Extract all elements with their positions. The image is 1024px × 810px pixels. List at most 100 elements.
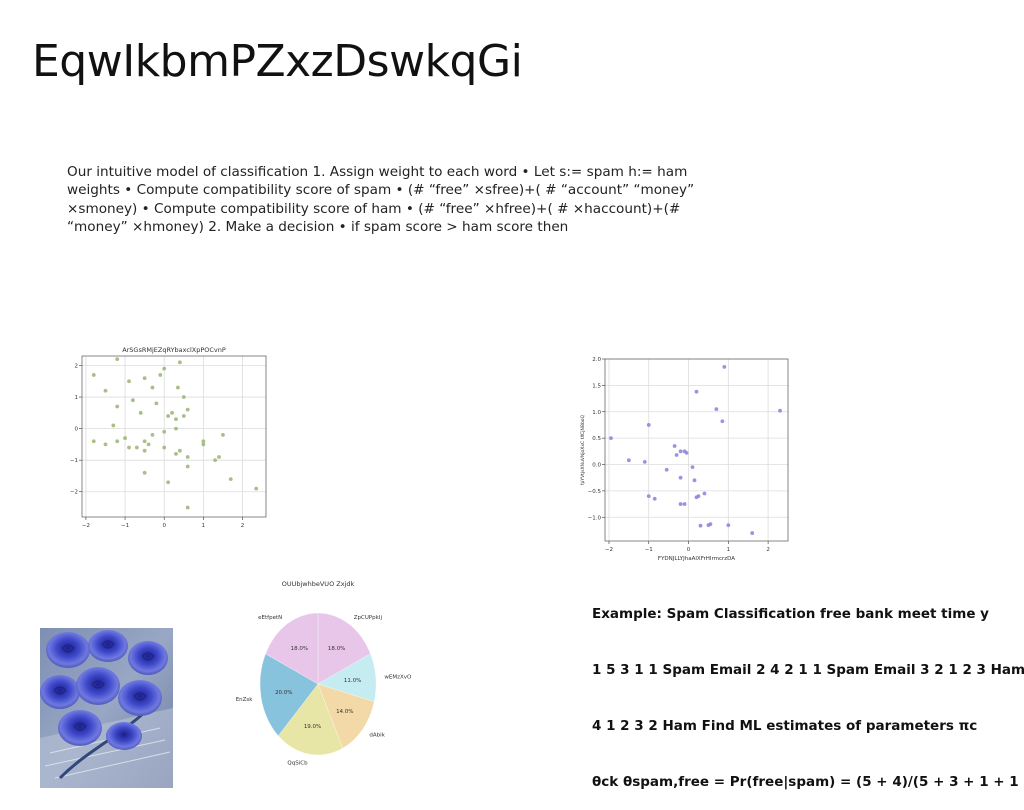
scatter1-point <box>103 442 108 447</box>
scatter2-point <box>626 458 631 463</box>
scatter1-point <box>162 429 167 434</box>
scatter2-point <box>690 465 695 470</box>
scatter2-point <box>722 365 727 369</box>
scatter-chart-2: −2 −1 0 1 2 −1.0 −0.5 0.0 0.5 1.0 1.5 2.0 FYDNJLLYJh… <box>580 357 789 562</box>
scatter2-tick-label-y: −0.5 <box>588 489 602 495</box>
scatter1-point <box>115 439 120 444</box>
pie-percent-label: 20.0% <box>275 690 292 696</box>
scatter1-point <box>115 357 120 362</box>
scatter1-point <box>181 395 186 399</box>
scatter2-xlabel: FYDNJLLYJhaAlXFrHIrmcrzDA <box>658 556 735 562</box>
scatter1-point <box>228 477 233 482</box>
scatter2-tick-label-x: 1 <box>727 547 731 553</box>
scatter1-point <box>150 433 155 437</box>
scatter1-point <box>177 448 182 453</box>
scatter1-tick-label-y: −1 <box>70 458 78 464</box>
scatter1-point <box>103 388 108 393</box>
scatter1-point <box>130 398 135 403</box>
pie-slice <box>265 612 319 685</box>
scatter1-point <box>142 448 147 453</box>
scatter2-tick-label-y: 1.5 <box>592 383 601 389</box>
scatter2-tick-label-y: 0.5 <box>592 436 601 442</box>
scatter1-point <box>185 464 190 469</box>
scatter1-point <box>91 373 96 377</box>
scatter1-point <box>201 439 206 444</box>
scatter2-point <box>678 475 683 480</box>
scatter1-point <box>213 458 218 463</box>
scatter1-point <box>154 401 159 406</box>
scatter1-point <box>174 426 178 431</box>
scatter1-point <box>185 505 190 510</box>
pie-slice-label: ZpCUPpkIj <box>354 615 383 621</box>
scatter1-tick-label-x: 0 <box>162 523 166 529</box>
pie-slice-label: eEtfpetN <box>258 615 282 621</box>
scatter2-point <box>694 389 699 394</box>
scatter-chart-1: −2 −1 0 1 2 −2 −1 0 1 2 ArSGsRMjEZqRYbaxclXpPOCvnP <box>70 346 267 529</box>
scatter2-point <box>702 491 707 496</box>
scatter2-point <box>678 502 683 506</box>
pie-percent-label: 11.0% <box>344 678 361 684</box>
scatter1-point <box>177 360 182 365</box>
scatter2-tick-label-y: 0.0 <box>592 463 601 469</box>
scatter2-point <box>684 451 689 455</box>
scatter2-tick-label-x: 0 <box>687 547 691 553</box>
example-text: Example: Spam Classification free bank m… <box>592 568 1024 810</box>
scatter1-title: ArSGsRMjEZqRYbaxclXpPOCvnP <box>122 346 226 354</box>
scatter1-tick-label-y: −2 <box>70 490 78 496</box>
pie-slice-label: QqSiCb <box>287 761 308 767</box>
scatter1-point <box>150 385 155 390</box>
scatter2-point <box>646 423 651 427</box>
scatter2-point <box>672 444 677 448</box>
scatter2-tick-label-y: 1.0 <box>592 410 601 416</box>
pie-slice <box>317 683 375 749</box>
scatter1-frame <box>81 355 267 518</box>
scatter1-point <box>138 410 143 415</box>
pie-percent-label: 18.0% <box>328 646 345 652</box>
scatter1-plot-area: −2 −1 0 1 2 −2 −1 0 1 2 ArSGsRMjEZqRYbaxclXpPOCvnP <box>70 346 267 529</box>
scatter1-tick-label-y: 0 <box>75 427 79 433</box>
example-line-4: θck θspam,free = Pr(free|spam) = (5 + 4)… <box>592 773 1019 790</box>
pie-slice-label: EnZsk <box>236 697 254 703</box>
scatter2-point <box>678 449 683 454</box>
pie-chart: OUUbjwhbeVUO Zxjdk 18.0% ZpCUPpkIj 11.0% wEM… <box>236 580 412 767</box>
scatter2-point <box>714 407 719 412</box>
scatter2-tick-label-x: −2 <box>605 547 613 553</box>
scatter1-point <box>221 433 225 437</box>
scatter2-point <box>646 494 651 499</box>
example-line-2: 1 5 3 1 1 Spam Email 2 4 2 1 1 Spam Emai… <box>592 661 1024 678</box>
scatter2-point <box>642 459 647 464</box>
pie-title: OUUbjwhbeVUO Zxjdk <box>282 580 355 588</box>
scatter2-tick-label-y: 2.0 <box>592 357 601 363</box>
scatter2-point <box>706 523 711 528</box>
pie-percent-label: 14.0% <box>336 709 353 715</box>
scatter1-point <box>134 445 139 450</box>
pie-slice-label: wEMzXvO <box>384 675 412 681</box>
scatter1-point <box>127 379 131 384</box>
blue-roses-illustration <box>40 628 173 788</box>
scatter1-point <box>176 385 180 390</box>
scatter2-point <box>694 495 699 500</box>
pie-plot-area: OUUbjwhbeVUO Zxjdk 18.0% ZpCUPpkIj 11.0% wEM… <box>236 580 412 767</box>
scatter1-point <box>115 404 120 409</box>
scatter2-point <box>652 496 657 501</box>
scatter1-point <box>174 451 178 456</box>
scatter2-plot-area: −2 −1 0 1 2 −1.0 −0.5 0.0 0.5 1.0 1.5 2.0 FYDNJLLYJh… <box>580 357 789 562</box>
pie-slice <box>259 653 319 736</box>
scatter1-point <box>142 470 147 475</box>
scatter1-point <box>142 439 147 444</box>
scatter1-point <box>181 414 186 418</box>
scatter1-tick-label-y: 1 <box>75 395 79 401</box>
scatter2-point <box>664 467 669 472</box>
scatter1-tick-label-x: −1 <box>121 523 129 529</box>
scatter1-point <box>185 455 190 459</box>
scatter1-point <box>91 439 96 444</box>
pie-percent-label: 19.0% <box>304 724 321 730</box>
scatter2-point <box>750 531 755 535</box>
slide-body-text: Our intuitive model of classification 1.… <box>67 164 695 236</box>
pie-slice <box>317 612 371 685</box>
scatter2-point <box>778 408 782 413</box>
scatter2-point <box>682 502 687 506</box>
scatter1-point <box>217 455 221 459</box>
scatter1-point <box>111 423 116 428</box>
scatter2-point <box>674 453 679 457</box>
